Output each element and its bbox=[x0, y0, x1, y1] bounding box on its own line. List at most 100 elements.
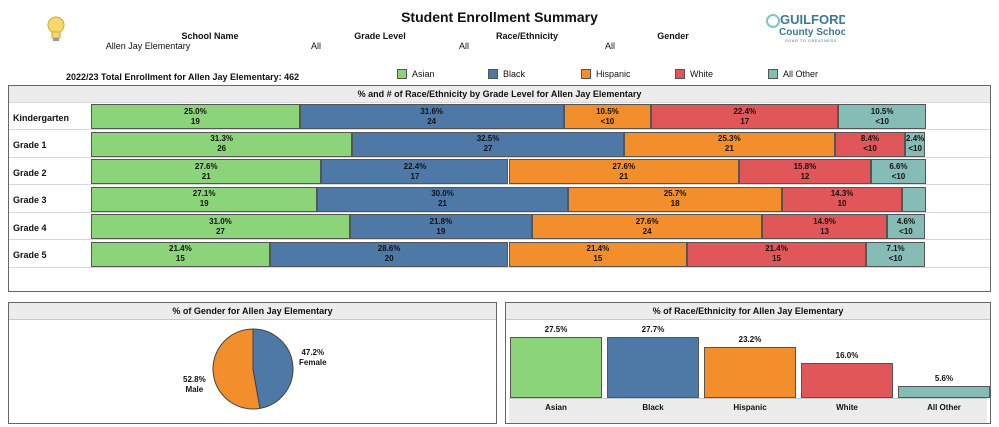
segment-count: 24 bbox=[427, 116, 437, 126]
bar-segment-hispanic[interactable]: 27.6% 21 bbox=[508, 159, 739, 184]
segment-count: 12 bbox=[800, 171, 810, 181]
legend-label: Black bbox=[503, 68, 526, 79]
lightbulb-icon[interactable] bbox=[44, 14, 68, 44]
bar-segment-all-other[interactable] bbox=[901, 186, 926, 212]
legend-all-other[interactable]: All Other bbox=[768, 67, 818, 80]
legend-hispanic[interactable]: Hispanic bbox=[581, 67, 631, 80]
bar-segment-asian[interactable]: 31.0% 27 bbox=[91, 214, 350, 239]
bar-segment-white[interactable]: 21.4% 15 bbox=[687, 241, 866, 267]
column-hispanic[interactable] bbox=[704, 346, 796, 398]
filter-value-race[interactable]: All bbox=[458, 41, 469, 51]
row-label: Grade 3 bbox=[13, 195, 47, 205]
segment-pct: 31.6% bbox=[420, 106, 444, 116]
bar-segment-asian[interactable]: 31.3% 26 bbox=[91, 131, 353, 157]
segment-pct: 25.7% bbox=[663, 189, 687, 198]
filter-value-gender[interactable]: All bbox=[604, 41, 615, 51]
bar-segment-all-other[interactable]: 7.1% <10 bbox=[865, 241, 926, 267]
bar-segment-black[interactable]: 32.5% 27 bbox=[352, 131, 624, 157]
legend-swatch bbox=[675, 68, 685, 79]
segment-pct: 22.4% bbox=[733, 106, 757, 116]
bar-segment-black[interactable]: 30.0% 21 bbox=[317, 186, 568, 212]
bar-segment-asian[interactable]: 27.1% 19 bbox=[91, 186, 318, 212]
bar-segment-white[interactable]: 14.9% 13 bbox=[762, 214, 887, 239]
pie-label-female: 47.2% Female bbox=[299, 348, 327, 368]
filter-value-school[interactable]: Allen Jay Elementary bbox=[105, 41, 191, 51]
column-all-other[interactable] bbox=[898, 385, 990, 398]
bar-segment-white[interactable]: 8.4% <10 bbox=[834, 131, 906, 157]
bar-segment-asian[interactable]: 25.0% 19 bbox=[91, 104, 300, 129]
filter-value-grade[interactable]: All bbox=[310, 41, 321, 51]
svg-text:County Schools: County Schools bbox=[779, 27, 845, 38]
segment-count: 15 bbox=[175, 254, 185, 263]
column-asian[interactable] bbox=[510, 337, 602, 398]
segment-pct: 21.4% bbox=[765, 244, 788, 253]
bar-segment-black[interactable]: 21.8% 19 bbox=[349, 214, 532, 239]
legend-label: Hispanic bbox=[596, 68, 631, 79]
grade-race-chart-panel: % and # of Race/Ethnicity by Grade Level… bbox=[8, 85, 991, 292]
bar-segment-hispanic[interactable]: 25.7% 18 bbox=[567, 186, 783, 212]
segment-pct: 31.0% bbox=[209, 216, 232, 226]
bar-segment-black[interactable]: 28.6% 20 bbox=[269, 241, 509, 267]
segment-count: <10 bbox=[863, 144, 877, 153]
pie-slice-male[interactable] bbox=[212, 328, 261, 410]
column-white[interactable] bbox=[801, 362, 893, 398]
bar-segment-white[interactable]: 22.4% 17 bbox=[651, 104, 839, 129]
segment-count: 21 bbox=[724, 144, 734, 153]
legend-swatch bbox=[488, 68, 498, 79]
chart-title: % and # of Race/Ethnicity by Grade Level… bbox=[9, 86, 990, 103]
segment-pct: 7.1% bbox=[886, 244, 905, 253]
pie-name: Female bbox=[299, 358, 327, 367]
row-divider bbox=[9, 129, 990, 130]
gender-pie bbox=[212, 328, 294, 410]
column-category-label: Hispanic bbox=[733, 403, 767, 412]
legend-label: All Other bbox=[783, 68, 819, 79]
bar-segment-all-other[interactable]: 4.6% <10 bbox=[886, 214, 926, 239]
segment-count: <10 bbox=[891, 171, 906, 181]
segment-pct: 22.4% bbox=[403, 161, 427, 171]
segment-count: 21 bbox=[619, 171, 629, 181]
guilford-logo: GUILFORD County Schools SOAR TO GREATNES… bbox=[766, 12, 845, 43]
bar-segment-white[interactable]: 15.8% 12 bbox=[738, 159, 871, 184]
pie-slice-female[interactable] bbox=[252, 328, 294, 409]
column-category-label: All Other bbox=[927, 403, 961, 412]
column-black[interactable] bbox=[607, 337, 699, 398]
row-divider bbox=[9, 239, 990, 240]
segment-count: 19 bbox=[190, 116, 200, 126]
segment-pct: 25.3% bbox=[718, 134, 741, 143]
segment-pct: 27.6% bbox=[194, 161, 218, 171]
category-axis bbox=[509, 398, 987, 423]
filter-label-grade: Grade Level bbox=[354, 31, 406, 41]
bar-segment-all-other[interactable]: 2.4% <10 bbox=[905, 131, 926, 157]
segment-pct: 14.3% bbox=[830, 189, 854, 198]
segment-pct: 27.6% bbox=[612, 161, 636, 171]
segment-count: 19 bbox=[436, 226, 446, 236]
column-value-label: 23.2% bbox=[738, 334, 762, 344]
bar-segment-all-other[interactable]: 6.6% <10 bbox=[870, 159, 926, 184]
segment-pct: 28.6% bbox=[377, 244, 401, 253]
segment-pct: 8.4% bbox=[860, 134, 880, 143]
legend-label: Asian bbox=[412, 68, 435, 79]
row-label: Kindergarten bbox=[13, 113, 70, 123]
segment-count: <10 bbox=[600, 116, 615, 126]
legend-black[interactable]: Black bbox=[488, 67, 525, 80]
bar-segment-asian[interactable]: 27.6% 21 bbox=[91, 159, 322, 184]
legend-asian[interactable]: Asian bbox=[397, 67, 435, 80]
bar-segment-black[interactable]: 31.6% 24 bbox=[299, 104, 564, 129]
bar-segment-white[interactable]: 14.3% 10 bbox=[782, 186, 902, 212]
bar-segment-hispanic[interactable]: 21.4% 15 bbox=[508, 241, 688, 267]
row-divider bbox=[9, 212, 990, 213]
bar-segment-all-other[interactable]: 10.5% <10 bbox=[838, 104, 926, 129]
bar-segment-hispanic[interactable]: 10.5% <10 bbox=[563, 104, 652, 129]
row-label: Grade 5 bbox=[13, 250, 47, 260]
bar-segment-hispanic[interactable]: 27.6% 24 bbox=[531, 214, 763, 239]
segment-pct: 6.6% bbox=[889, 161, 908, 171]
segment-count: 24 bbox=[642, 226, 652, 236]
bar-segment-asian[interactable]: 21.4% 15 bbox=[91, 241, 270, 267]
legend-white[interactable]: White bbox=[675, 67, 713, 80]
bar-segment-hispanic[interactable]: 25.3% 21 bbox=[623, 131, 835, 157]
segment-pct: 14.9% bbox=[813, 216, 836, 226]
segment-count: 17 bbox=[740, 116, 750, 126]
bar-segment-black[interactable]: 22.4% 17 bbox=[321, 159, 509, 184]
filter-label-race: Race/Ethnicity bbox=[495, 31, 559, 41]
row-label: Grade 1 bbox=[13, 140, 47, 150]
